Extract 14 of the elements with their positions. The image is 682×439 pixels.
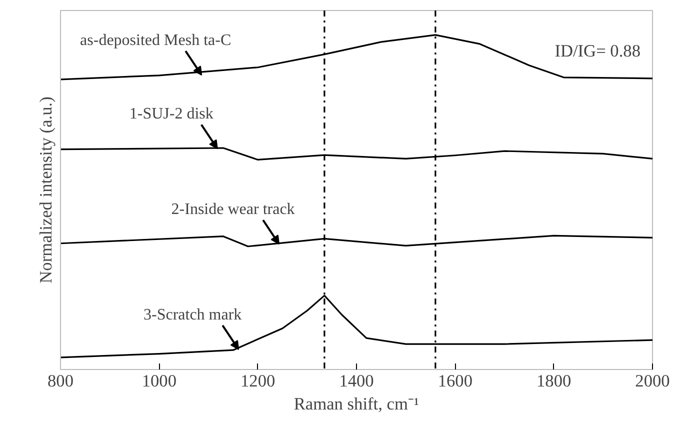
- x-tick-label: 800: [48, 372, 74, 390]
- annotation: 1-SUJ-2 disk: [129, 106, 214, 123]
- y-axis-title: Normalized intensity (a.u.): [36, 96, 56, 284]
- x-tick-label: 1600: [438, 372, 472, 390]
- x-tick-label: 2000: [635, 372, 670, 390]
- annotation: 3-Scratch mark: [144, 306, 242, 324]
- x-tick-label: 1400: [339, 372, 374, 390]
- x-axis-title: Raman shift, cm⁻¹: [294, 394, 420, 414]
- annotation: as-deposited Mesh ta-C: [80, 32, 232, 50]
- annotation: 2-Inside wear track: [171, 201, 295, 218]
- x-tick-label: 1000: [142, 372, 176, 390]
- x-tick-label: 1200: [240, 372, 276, 390]
- annotation: ID/IG= 0.88: [554, 42, 640, 60]
- x-tick-label: 1800: [536, 372, 572, 390]
